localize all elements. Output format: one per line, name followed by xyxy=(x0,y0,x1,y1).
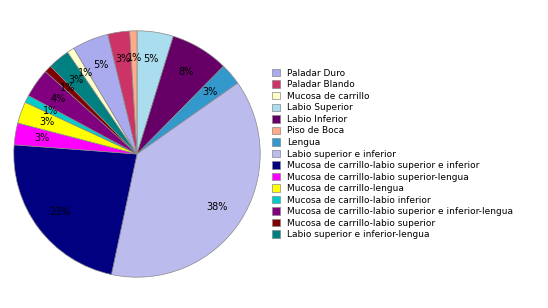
Text: 5%: 5% xyxy=(93,60,109,70)
Text: 1%: 1% xyxy=(127,53,142,63)
Text: 1%: 1% xyxy=(60,83,75,93)
Wedge shape xyxy=(130,31,137,154)
Text: 3%: 3% xyxy=(115,54,130,64)
Wedge shape xyxy=(111,83,260,277)
Text: 3%: 3% xyxy=(68,75,84,85)
Wedge shape xyxy=(137,36,224,154)
Wedge shape xyxy=(50,52,137,154)
Wedge shape xyxy=(28,71,137,154)
Text: 38%: 38% xyxy=(207,202,228,212)
Text: 1%: 1% xyxy=(78,68,93,78)
Wedge shape xyxy=(45,66,137,154)
Text: 3%: 3% xyxy=(39,117,54,127)
Text: 23%: 23% xyxy=(49,207,71,217)
Wedge shape xyxy=(14,145,137,274)
Wedge shape xyxy=(137,66,238,154)
Wedge shape xyxy=(25,95,137,154)
Wedge shape xyxy=(18,102,137,154)
Wedge shape xyxy=(74,34,137,154)
Wedge shape xyxy=(108,31,137,154)
Legend: Paladar Duro, Paladar Blando, Mucosa de carrillo, Labio Superior, Labio Inferior: Paladar Duro, Paladar Blando, Mucosa de … xyxy=(271,68,514,240)
Wedge shape xyxy=(137,31,173,154)
Wedge shape xyxy=(14,123,137,154)
Text: 5%: 5% xyxy=(144,54,159,64)
Text: 3%: 3% xyxy=(203,87,218,97)
Text: 1%: 1% xyxy=(43,106,59,116)
Wedge shape xyxy=(67,48,137,154)
Text: 4%: 4% xyxy=(51,94,66,104)
Text: 3%: 3% xyxy=(35,133,50,143)
Text: 8%: 8% xyxy=(179,67,194,76)
